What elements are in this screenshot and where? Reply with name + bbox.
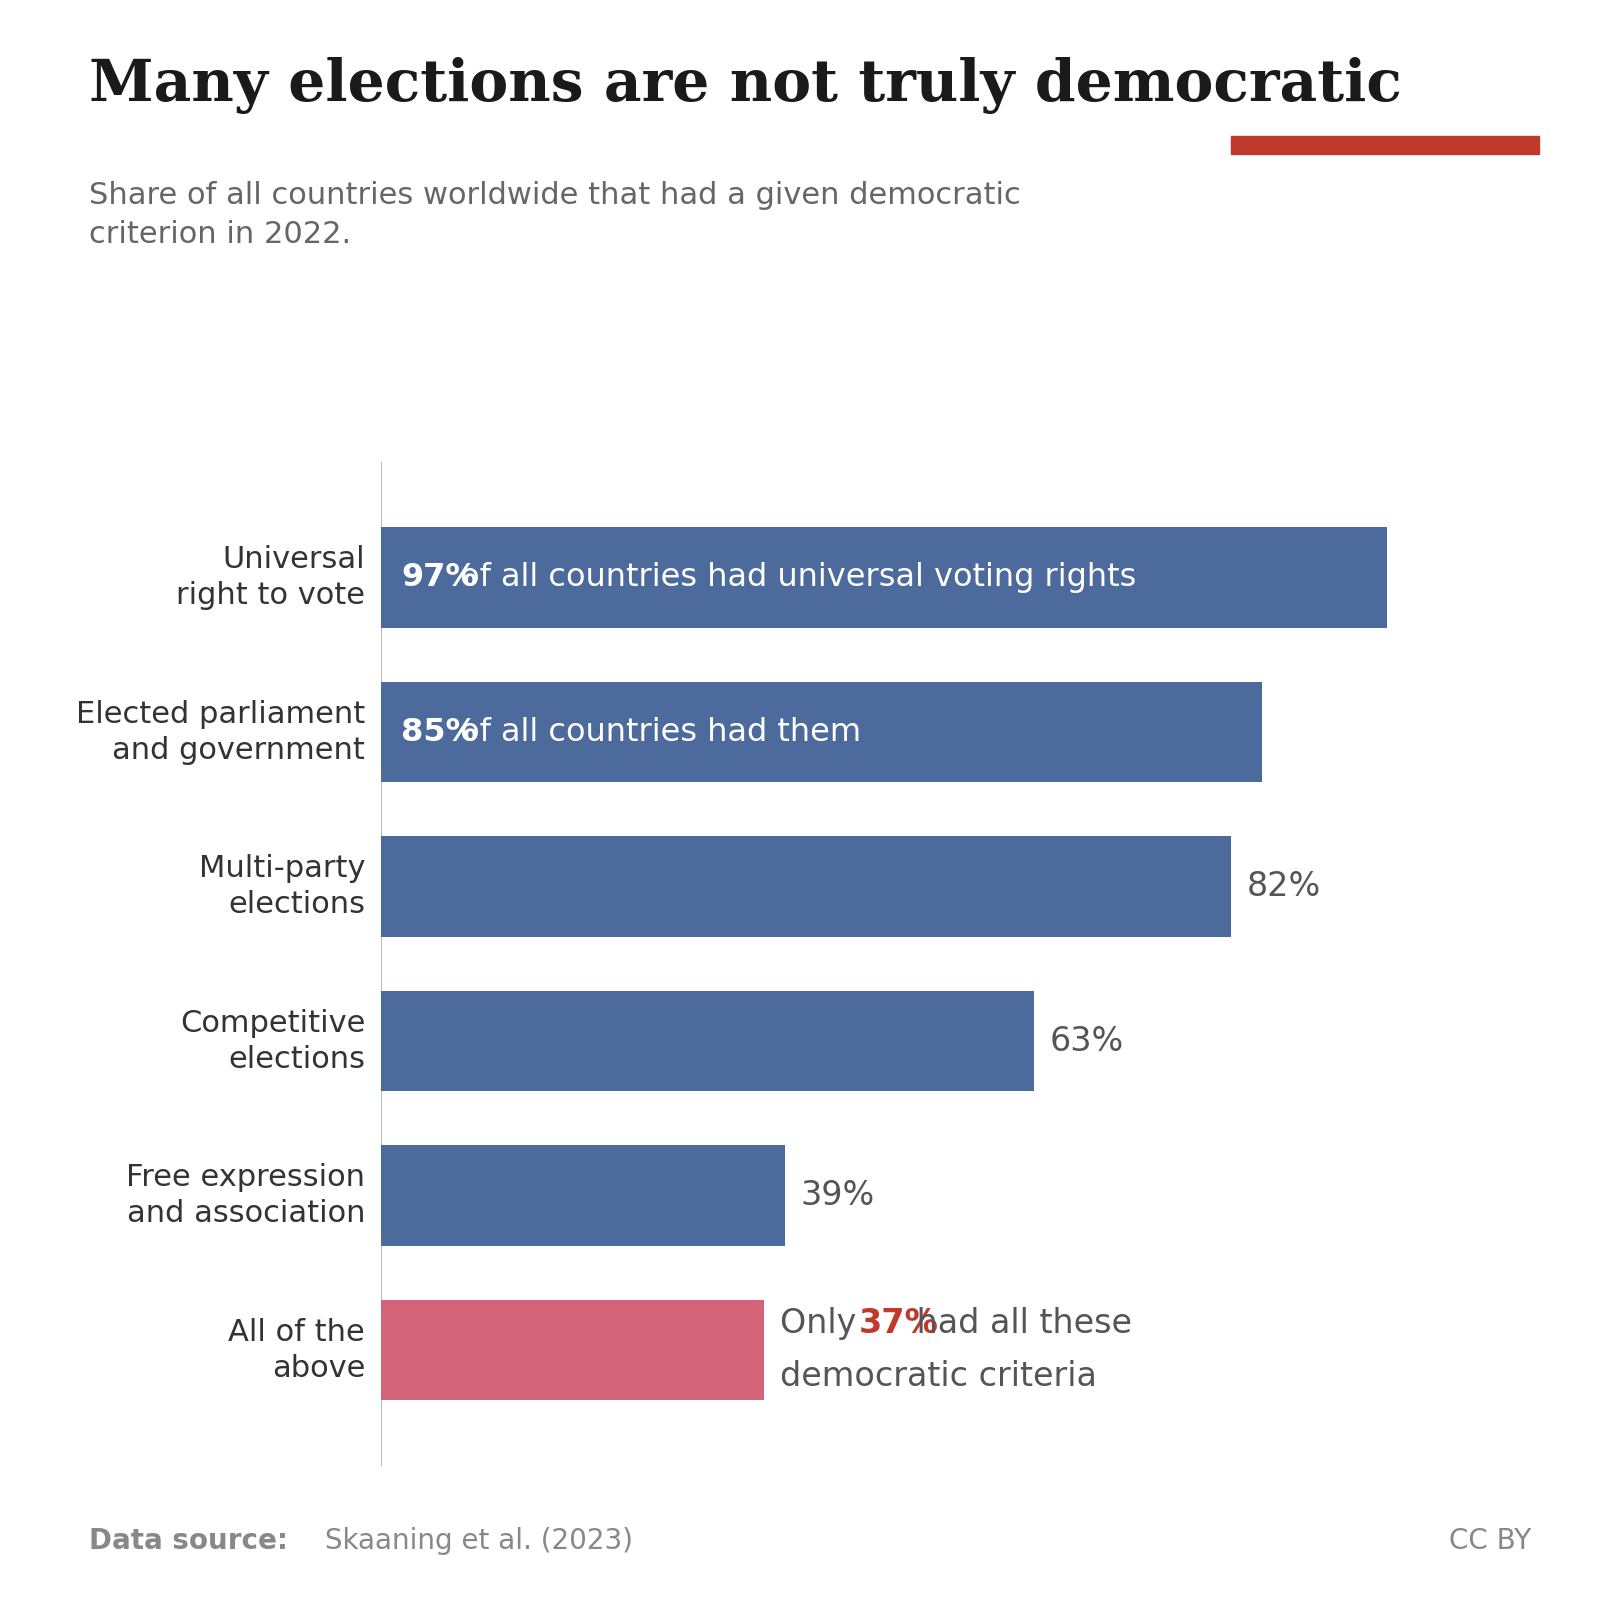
Text: Only: Only (779, 1307, 867, 1340)
Text: democratic criteria: democratic criteria (779, 1359, 1097, 1393)
Text: Multi-party
elections: Multi-party elections (199, 854, 364, 919)
Text: of all countries had universal voting rights: of all countries had universal voting ri… (450, 562, 1136, 593)
Text: 97%: 97% (402, 562, 478, 593)
Bar (381, 1299, 765, 1400)
Text: had all these: had all these (906, 1307, 1132, 1340)
Text: Universal
right to vote: Universal right to vote (177, 546, 364, 611)
Bar (381, 682, 1262, 782)
Text: Data source:: Data source: (89, 1528, 288, 1555)
Bar (381, 1145, 786, 1246)
Text: of all countries had them: of all countries had them (450, 716, 860, 747)
Text: 39%: 39% (800, 1179, 875, 1212)
Text: CC BY: CC BY (1448, 1528, 1531, 1555)
Text: Our World: Our World (1317, 53, 1453, 78)
Bar (381, 991, 1034, 1092)
Text: Share of all countries worldwide that had a given democratic
criterion in 2022.: Share of all countries worldwide that ha… (89, 181, 1021, 248)
Text: 63%: 63% (1050, 1025, 1124, 1058)
Bar (381, 836, 1231, 936)
Bar (1231, 136, 1539, 154)
Text: All of the
above: All of the above (228, 1317, 364, 1382)
Text: Many elections are not truly democratic: Many elections are not truly democratic (89, 57, 1401, 113)
Text: Competitive
elections: Competitive elections (180, 1009, 364, 1074)
Text: 37%: 37% (859, 1307, 938, 1340)
Text: in Data: in Data (1336, 97, 1434, 120)
Text: Skaaning et al. (2023): Skaaning et al. (2023) (316, 1528, 633, 1555)
Bar (381, 528, 1387, 629)
Text: 82%: 82% (1247, 870, 1320, 902)
Text: Free expression
and association: Free expression and association (126, 1163, 365, 1228)
Text: Elected parliament
and government: Elected parliament and government (76, 700, 364, 765)
Text: 85%: 85% (402, 716, 478, 747)
